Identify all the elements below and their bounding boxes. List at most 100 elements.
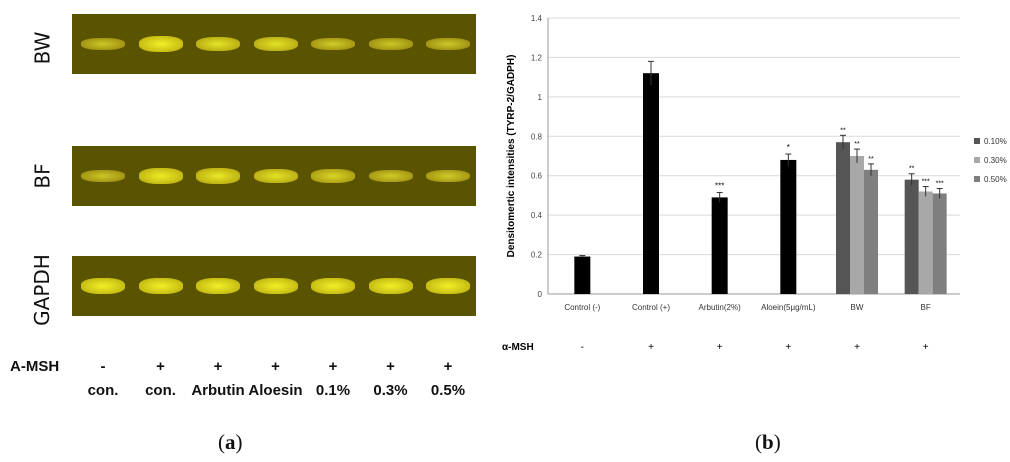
gel-lane [308, 256, 358, 316]
treatment-sign: + [328, 358, 338, 375]
gel-band [138, 36, 183, 52]
bar [643, 73, 659, 294]
bar [864, 169, 878, 294]
gel-lane [136, 14, 186, 74]
treatment-sign: + [717, 342, 723, 353]
y-tick-label: 0.4 [531, 211, 543, 220]
gel-lane [251, 146, 301, 206]
gel-band [311, 169, 355, 183]
y-tick-label: 0 [538, 290, 543, 299]
lane-label: con. [145, 382, 176, 399]
gel-lane [366, 146, 416, 206]
significance-label: ** [854, 141, 860, 148]
treatment-sign: + [443, 358, 453, 375]
x-tick-label: Control (+) [632, 303, 670, 312]
gel-band [196, 168, 240, 184]
gel-strip [72, 256, 476, 316]
treatment-label: α-MSH [502, 342, 534, 353]
legend-swatch [974, 157, 980, 163]
lane-label: 0.3% [373, 382, 408, 399]
gel-lane [78, 146, 128, 206]
caption-a: (a) [218, 430, 243, 454]
treatment-sign: + [156, 358, 165, 375]
x-tick-label: Control (-) [564, 303, 600, 312]
gel-strip [72, 146, 476, 206]
x-tick-label: BW [851, 303, 864, 312]
significance-label: * [787, 143, 790, 152]
lane-label: con. [87, 382, 119, 399]
gel-band [368, 37, 413, 51]
legend-swatch [974, 176, 980, 182]
treatment-sign: + [854, 342, 860, 353]
significance-label: *** [715, 181, 724, 190]
gel-lane [423, 14, 473, 74]
gel-band [81, 169, 125, 183]
gel-lane [78, 256, 128, 316]
lane-label: 0.1% [315, 382, 351, 399]
bar [932, 193, 947, 294]
x-tick-label: BF [921, 303, 931, 312]
bar [836, 142, 850, 294]
caption-b: (b) [755, 430, 781, 454]
gel-lane [251, 14, 301, 74]
gel-band [253, 168, 298, 184]
gel-lane [308, 146, 358, 206]
bar [711, 197, 728, 294]
gel-lane [193, 146, 243, 206]
y-axis-label: Densitomertic intensities (TYRP-2/GADPH) [506, 55, 517, 258]
gel-lane [193, 256, 243, 316]
significance-label: ** [909, 166, 915, 173]
bar [780, 159, 797, 294]
lane-label: 0.5% [430, 382, 466, 399]
legend-label: 0.50% [984, 175, 1007, 184]
significance-label: *** [936, 181, 944, 188]
treatment-sign: + [785, 342, 791, 353]
y-tick-label: 0.8 [531, 132, 543, 141]
treatment-label: A-MSH [10, 358, 60, 375]
gel-band [253, 278, 298, 294]
gel-band [368, 169, 413, 183]
gel-band [81, 278, 125, 294]
treatment-sign: + [271, 358, 280, 375]
legend-label: 0.10% [984, 137, 1007, 146]
densitometry-chart: 0 0.2 0.4 0.6 0.8 1 1.2 1.4 Densitomertic intens… [502, 14, 1007, 353]
gel-band [81, 37, 125, 51]
gel-lane [136, 256, 186, 316]
treatment-sign: + [923, 342, 929, 353]
gel-lane [251, 256, 301, 316]
gel-lane [366, 256, 416, 316]
bar [850, 156, 864, 294]
gel-band [311, 37, 355, 51]
y-tick-label: 1.2 [531, 53, 543, 62]
gel-lane [366, 14, 416, 74]
treatment-sign: + [648, 342, 654, 353]
gel-band [426, 37, 470, 51]
gel-row-label: BW [29, 31, 54, 65]
bar [574, 256, 591, 294]
legend-label: 0.30% [984, 156, 1007, 165]
significance-label: ** [840, 127, 846, 134]
significance-label: *** [922, 179, 930, 186]
treatment-sign: + [213, 358, 223, 375]
gel-lane [423, 256, 473, 316]
gel-band [426, 278, 470, 294]
gel-band [368, 278, 413, 294]
gel-band [426, 169, 470, 183]
y-tick-label: 0.6 [531, 172, 543, 181]
gel-lane [193, 14, 243, 74]
bar [918, 191, 933, 294]
bar [904, 179, 919, 294]
gel-band [311, 278, 355, 294]
significance-label: ** [868, 156, 874, 163]
gel-lane [78, 14, 128, 74]
gel-lane [423, 146, 473, 206]
gel-band [138, 278, 183, 294]
gel-band [196, 278, 240, 294]
legend-swatch [974, 138, 980, 144]
gel-panel: BW BF GAPDH A-MSH - + + + + + + con. con. Arbutin A… [0, 0, 480, 462]
gel-strip [72, 14, 476, 74]
x-tick-label: Arbutin(2%) [699, 303, 742, 312]
y-tick-label: 0.2 [531, 251, 543, 260]
gel-lane [308, 14, 358, 74]
gel-band [196, 36, 240, 52]
